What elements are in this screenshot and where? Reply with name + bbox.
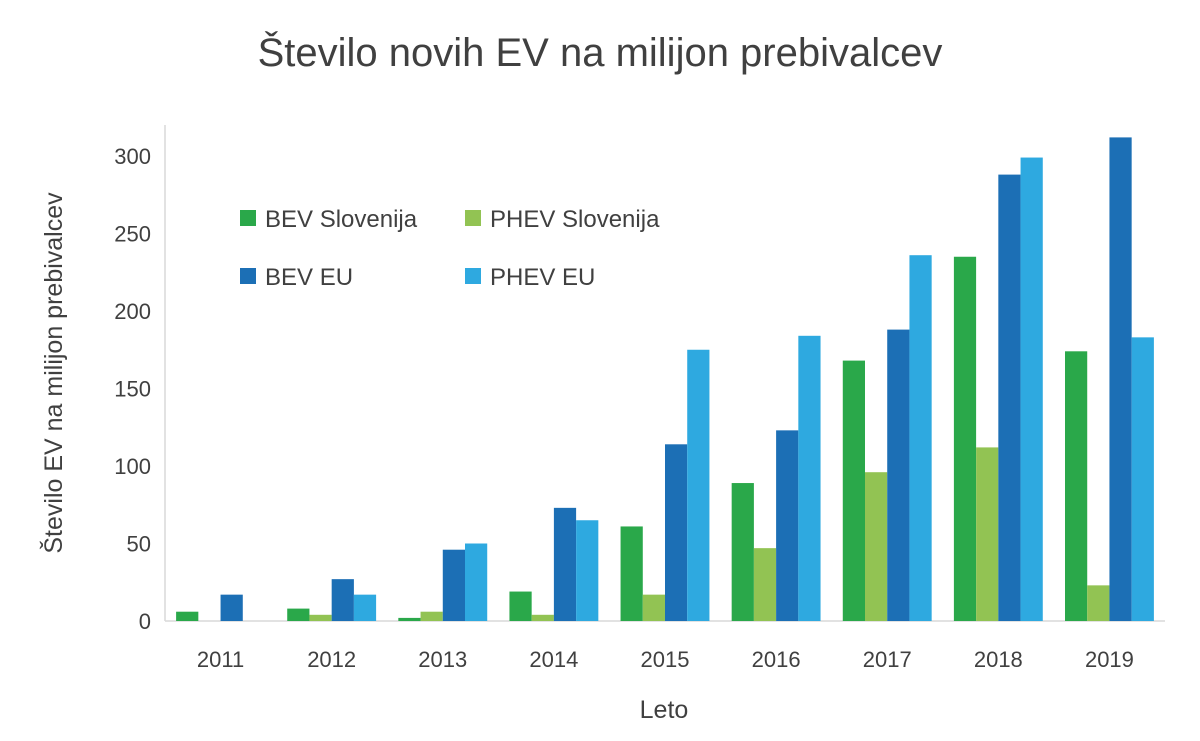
legend-label: BEV EU	[265, 264, 353, 291]
bar	[776, 430, 799, 621]
x-tick-label: 2011	[197, 647, 244, 672]
bars	[176, 137, 1154, 622]
bar	[998, 174, 1021, 621]
x-tick-label: 2013	[418, 647, 467, 672]
x-axis-title: Leto	[640, 696, 689, 724]
bar	[220, 594, 243, 621]
bar	[309, 614, 332, 621]
x-tick-label: 2019	[1085, 647, 1134, 672]
bar	[842, 360, 865, 621]
bar	[176, 611, 199, 621]
bar	[865, 472, 888, 621]
bar	[976, 447, 999, 621]
x-axis-ticks: 2011 2012 2013 2014 2015 2016 2017 2018 2019	[197, 647, 1134, 672]
bar	[1131, 337, 1154, 621]
x-tick-label: 2017	[863, 647, 912, 672]
bar	[1109, 137, 1132, 621]
y-axis-ticks: 0 50 100 150 200 250 300	[114, 144, 151, 634]
y-tick-label: 50	[127, 532, 151, 557]
bar	[553, 507, 577, 621]
legend-label: PHEV Slovenija	[490, 206, 660, 233]
bar	[753, 548, 777, 621]
bar	[353, 594, 377, 621]
legend-swatch	[240, 268, 256, 284]
bar	[1020, 157, 1043, 622]
bar	[287, 608, 310, 621]
y-tick-label: 200	[114, 299, 151, 324]
bar	[642, 594, 665, 621]
bar	[465, 543, 488, 621]
legend-label: PHEV EU	[490, 264, 595, 291]
legend-swatch	[465, 268, 481, 284]
bar	[1087, 585, 1110, 621]
legend: BEV Slovenija PHEV Slovenija BEV EU PHEV EU	[240, 206, 660, 291]
y-tick-label: 100	[114, 454, 151, 479]
y-axis-title: Število EV na milijon prebivalcev	[39, 192, 68, 554]
chart-title: Število novih EV na milijon prebivalcev	[258, 30, 943, 75]
x-tick-label: 2018	[974, 647, 1023, 672]
bar	[620, 526, 643, 621]
legend-swatch	[240, 210, 256, 226]
legend-swatch	[465, 210, 481, 226]
bar	[420, 611, 443, 621]
y-tick-label: 250	[114, 222, 151, 247]
bar	[398, 617, 421, 621]
x-tick-label: 2015	[641, 647, 690, 672]
bar	[331, 579, 354, 621]
bar	[509, 591, 532, 621]
bar	[731, 483, 754, 621]
y-tick-label: 300	[114, 144, 151, 169]
x-tick-label: 2012	[307, 647, 356, 672]
bar	[442, 549, 465, 621]
bar	[798, 335, 821, 621]
bar	[953, 256, 977, 621]
y-tick-label: 150	[114, 377, 151, 402]
bar	[1065, 351, 1088, 621]
y-tick-label: 0	[139, 609, 151, 634]
x-tick-label: 2016	[752, 647, 801, 672]
bar	[665, 444, 688, 621]
bar	[909, 255, 932, 621]
x-tick-label: 2014	[529, 647, 578, 672]
bar	[687, 349, 710, 621]
legend-label: BEV Slovenija	[265, 206, 418, 233]
bar	[887, 329, 910, 621]
bar	[531, 614, 554, 621]
bar	[576, 520, 599, 621]
